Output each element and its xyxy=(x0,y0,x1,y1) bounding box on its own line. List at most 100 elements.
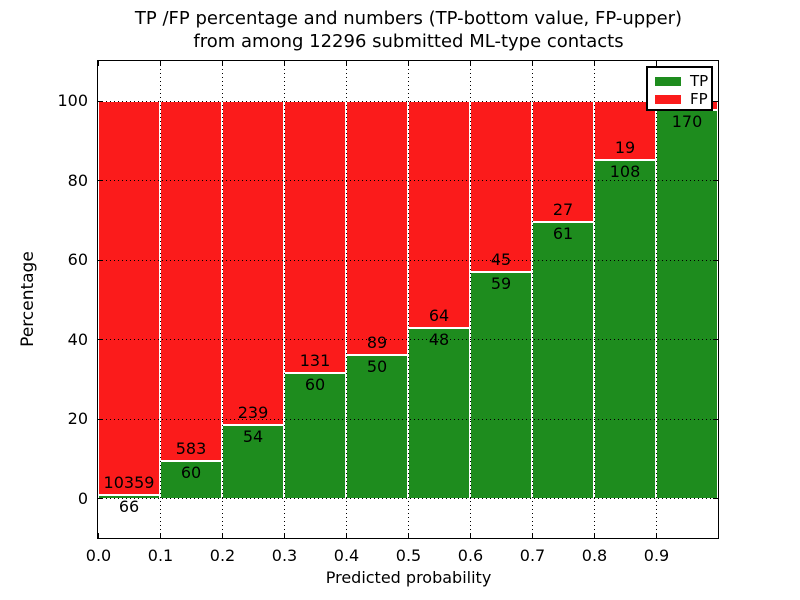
legend-label-fp: FP xyxy=(690,90,708,108)
x-tick-mark-top xyxy=(532,61,534,66)
tp-count-label: 48 xyxy=(428,329,450,349)
y-tick-mark-right xyxy=(713,498,718,500)
gridline-vertical xyxy=(470,61,471,538)
x-tick-mark-bottom xyxy=(98,533,100,538)
fp-count-label: 64 xyxy=(428,305,450,325)
chart-title: TP /FP percentage and numbers (TP-bottom… xyxy=(97,7,720,53)
x-tick-mark-top xyxy=(160,61,162,66)
x-tick-mark-bottom xyxy=(656,533,658,538)
y-tick-label: 20 xyxy=(67,409,88,428)
bar-segment-tp xyxy=(470,272,532,498)
y-tick-mark-left xyxy=(98,339,103,341)
fp-count-label: 19 xyxy=(614,137,636,157)
bar-segment-tp xyxy=(594,159,656,498)
bar-segment-fp xyxy=(470,100,532,273)
bar-segment-tp xyxy=(222,424,284,498)
fp-swatch-icon xyxy=(655,95,681,104)
bar-segment-fp xyxy=(408,100,470,328)
bar-segment-fp xyxy=(222,100,284,425)
bar-segment-fp xyxy=(160,100,222,461)
y-tick-label: 40 xyxy=(67,329,88,349)
x-tick-label: 0.4 xyxy=(333,546,360,565)
bar-segment-fp xyxy=(284,100,346,374)
tp-count-label: 66 xyxy=(118,497,140,517)
x-tick-mark-bottom xyxy=(284,533,286,538)
x-tick-mark-top xyxy=(98,61,100,66)
gridline-horizontal xyxy=(98,180,718,181)
tp-swatch-icon xyxy=(655,77,681,86)
chart-title-line1: TP /FP percentage and numbers (TP-bottom… xyxy=(134,8,683,29)
bar-segment-tp xyxy=(408,327,470,498)
x-tick-mark-bottom xyxy=(346,533,348,538)
fp-count-label: 27 xyxy=(552,200,574,220)
tp-count-label: 59 xyxy=(490,274,512,294)
x-tick-mark-bottom xyxy=(222,533,224,538)
gridline-vertical xyxy=(346,61,347,538)
y-tick-label: 100 xyxy=(57,91,88,110)
x-tick-mark-top xyxy=(222,61,224,66)
bar-segment-tp xyxy=(284,373,346,498)
tp-count-label: 170 xyxy=(671,111,703,131)
fp-count-label: 239 xyxy=(237,402,269,422)
gridline-vertical xyxy=(160,61,161,538)
gridline-vertical xyxy=(284,61,285,538)
x-tick-mark-top xyxy=(656,61,658,66)
gridline-vertical xyxy=(594,61,595,538)
legend: TP FP xyxy=(646,66,713,111)
x-tick-mark-top xyxy=(470,61,472,66)
bar-segment-tp xyxy=(532,222,594,498)
gridline-vertical xyxy=(222,61,223,538)
tp-count-label: 54 xyxy=(242,426,264,446)
x-tick-mark-top xyxy=(284,61,286,66)
x-tick-mark-bottom xyxy=(532,533,534,538)
x-tick-label: 0.7 xyxy=(519,546,546,565)
x-tick-label: 0.9 xyxy=(643,546,670,565)
gridline-horizontal xyxy=(98,100,718,102)
fp-count-label: 10359 xyxy=(103,473,155,493)
x-tick-label: 0.0 xyxy=(85,546,112,565)
tp-count-label: 60 xyxy=(304,375,326,395)
x-tick-mark-top xyxy=(408,61,410,66)
y-tick-mark-left xyxy=(98,259,103,261)
legend-entry-tp: TP xyxy=(655,72,709,90)
y-tick-mark-left xyxy=(98,418,103,420)
bar-segment-tp xyxy=(346,355,408,498)
y-tick-mark-left xyxy=(98,498,103,500)
tp-count-label: 61 xyxy=(552,224,574,244)
fp-count-label: 583 xyxy=(175,438,207,458)
gridline-horizontal xyxy=(98,339,718,340)
x-tick-mark-bottom xyxy=(470,533,472,538)
plot-area: 10359 66 583 60 239 54 131 60 89 50 64 48 45 59 27 61 19… xyxy=(97,60,719,539)
y-tick-mark-right xyxy=(713,418,718,420)
x-tick-label: 0.6 xyxy=(457,546,484,565)
x-tick-mark-bottom xyxy=(594,533,596,538)
gridline-vertical xyxy=(656,61,657,538)
bar-segment-fp xyxy=(98,100,160,496)
chart-title-line2: from among 12296 submitted ML-type conta… xyxy=(193,31,624,52)
legend-label-tp: TP xyxy=(690,72,709,90)
bar-segment-tp xyxy=(656,109,718,498)
legend-entry-fp: FP xyxy=(655,90,708,108)
y-tick-mark-right xyxy=(713,180,718,182)
x-tick-label: 0.8 xyxy=(581,546,608,565)
fp-count-label: 89 xyxy=(366,333,388,352)
y-tick-mark-right xyxy=(713,259,718,261)
tp-count-label: 108 xyxy=(609,161,641,181)
y-tick-mark-right xyxy=(713,100,718,102)
y-tick-mark-right xyxy=(713,339,718,341)
x-tick-label: 0.3 xyxy=(271,546,298,565)
x-axis-label: Predicted probability xyxy=(325,568,492,587)
fp-count-label: 131 xyxy=(299,351,331,371)
gridline-horizontal xyxy=(98,259,718,261)
x-tick-mark-top xyxy=(346,61,348,66)
y-tick-label: 60 xyxy=(67,250,88,269)
gridline-vertical xyxy=(408,61,409,538)
x-tick-mark-bottom xyxy=(160,533,162,538)
y-tick-mark-left xyxy=(98,180,103,182)
x-tick-label: 0.5 xyxy=(395,546,422,565)
fp-count-label: 45 xyxy=(490,250,512,270)
bar-segment-tp xyxy=(98,495,160,498)
gridline-horizontal xyxy=(98,418,718,420)
x-tick-mark-top xyxy=(594,61,596,66)
